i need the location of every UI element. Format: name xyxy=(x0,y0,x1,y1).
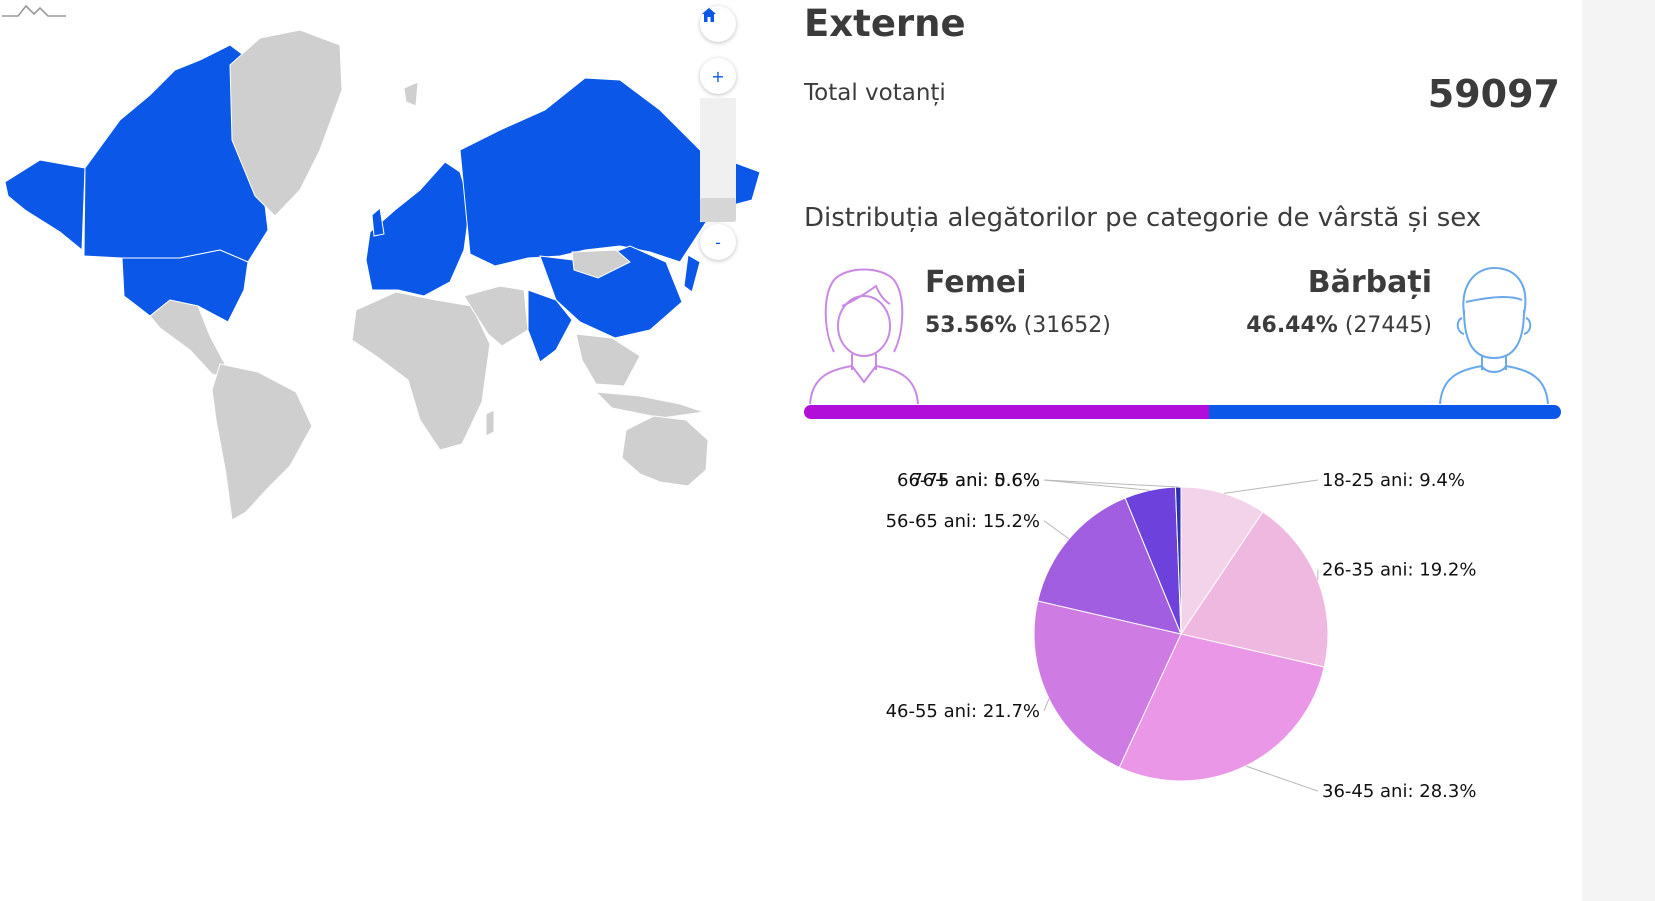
pie-label-1: 26-35 ani: 19.2% xyxy=(1322,560,1476,581)
distribution-title: Distribuția alegătorilor pe categorie de… xyxy=(804,203,1482,233)
map-zoom-in-button[interactable]: + xyxy=(700,58,736,94)
pie-label-0: 18-25 ani: 9.4% xyxy=(1322,470,1465,491)
pie-slice-0[interactable] xyxy=(1180,486,1264,636)
map-region-japan xyxy=(683,254,701,293)
woman-icon xyxy=(809,268,919,405)
map-home-button[interactable] xyxy=(700,6,736,42)
map-region-middle-east xyxy=(463,285,529,347)
map-region-south-america xyxy=(211,363,313,521)
male-percent: 46.44% xyxy=(1246,313,1338,338)
page-gutter xyxy=(1582,0,1655,901)
man-icon xyxy=(1439,266,1549,405)
map-region-southeast-asia xyxy=(575,333,641,387)
pie-slice-4[interactable] xyxy=(1037,497,1182,635)
pie-leader-line-3 xyxy=(1043,698,1050,712)
pie-slice-1[interactable] xyxy=(1180,511,1329,668)
gender-split-bar xyxy=(804,405,1561,419)
pie-leader-line-0 xyxy=(1223,479,1319,494)
map-region-usa xyxy=(121,249,249,323)
zoom-slider-thumb[interactable] xyxy=(700,198,736,222)
map-region-arctic-islands xyxy=(403,81,419,107)
female-stat: 53.56% (31652) xyxy=(925,313,1111,338)
home-icon xyxy=(702,8,716,22)
pie-leader-line-2 xyxy=(1245,765,1319,792)
pie-label-4: 56-65 ani: 15.2% xyxy=(886,511,1040,532)
total-voters-value: 59097 xyxy=(1427,72,1560,116)
pie-slice-2[interactable] xyxy=(1118,633,1325,782)
pie-label-6: 76+ ani: 0.6% xyxy=(911,470,1040,491)
map-region-madagascar xyxy=(485,409,495,437)
female-count: (31652) xyxy=(1023,313,1111,338)
map-region-indonesia xyxy=(594,391,705,419)
page-title: Externe xyxy=(804,2,966,45)
female-label: Femei xyxy=(925,265,1027,300)
male-stat: 46.44% (27445) xyxy=(1246,313,1432,338)
pie-leader-line-5 xyxy=(1043,479,1150,491)
pie-leader-line-4 xyxy=(1043,520,1070,540)
map-region-europe xyxy=(365,161,471,297)
age-pie-chart: 18-25 ani: 9.4% 26-35 ani: 19.2% 36-45 ani… xyxy=(760,470,1582,850)
map-credit-logo-icon[interactable] xyxy=(0,0,70,20)
male-label: Bărbați xyxy=(1307,265,1432,300)
map-region-australia xyxy=(621,415,709,487)
map-region-uk xyxy=(371,207,385,237)
pie-leader-line-6 xyxy=(1043,479,1179,488)
pie-label-3: 46-55 ani: 21.7% xyxy=(886,701,1040,722)
female-bar-segment xyxy=(804,405,1210,419)
male-bar-segment xyxy=(1209,405,1561,419)
map-region-mongolia xyxy=(571,249,631,279)
age-pie-chart-svg: 18-25 ani: 9.4% 26-35 ani: 19.2% 36-45 ani… xyxy=(886,470,1477,802)
map-region-africa xyxy=(351,291,491,451)
map-region-greenland xyxy=(229,29,343,217)
map-zoom-out-button[interactable]: - xyxy=(700,224,736,260)
pie-label-5: 66-75 ani: 5.6% xyxy=(897,470,1040,491)
world-map-svg xyxy=(4,29,760,521)
pie-slice-3[interactable] xyxy=(1033,600,1182,769)
world-map[interactable]: + - xyxy=(0,0,760,560)
male-count: (27445) xyxy=(1344,313,1432,338)
map-region-alaska xyxy=(4,159,86,252)
pie-label-2: 36-45 ani: 28.3% xyxy=(1322,781,1476,802)
total-voters-label: Total votanți xyxy=(804,80,946,106)
female-percent: 53.56% xyxy=(925,313,1017,338)
